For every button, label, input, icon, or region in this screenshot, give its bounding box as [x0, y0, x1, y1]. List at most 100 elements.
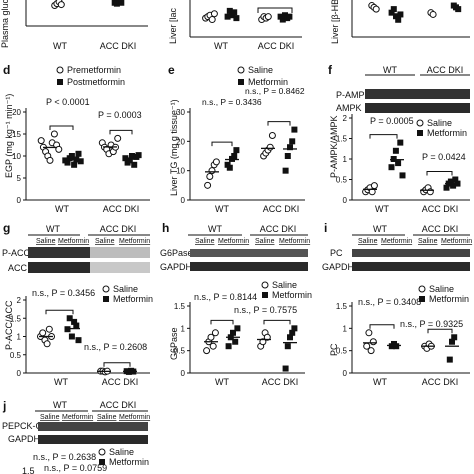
panel-f-letter: f	[328, 63, 333, 77]
panel-f-bracket-0	[369, 134, 398, 139]
panel-i-bracket-1	[427, 328, 453, 334]
panel-f-xlabel-dki: ACC DKI	[422, 204, 459, 214]
panel-e-saline-point	[266, 143, 274, 151]
panel-b-point	[286, 13, 293, 20]
legend-j-metformin-marker	[99, 459, 105, 465]
legend-h-saline-label: Saline	[272, 280, 297, 290]
panel-f-ytick-label-4: 2	[343, 114, 348, 123]
panel-b-point	[224, 13, 231, 20]
panel-d-bracket-1	[109, 129, 133, 135]
panel-d-postmetformin-point	[135, 152, 142, 159]
panel-e-ytick-label-2: 20	[176, 137, 185, 146]
panel-g-acc-band	[28, 262, 90, 273]
panel-j-letter: j	[2, 399, 6, 413]
panel-i-lane-saline-wt: Saline	[358, 238, 378, 245]
panel-b-bracket	[257, 7, 293, 13]
panel-g-acc-band-dki	[90, 262, 150, 273]
panel-g-lane-saline-dki: Saline	[95, 238, 115, 245]
panel-i-blot-pc: PC	[330, 248, 343, 258]
panel-a-points	[51, 0, 125, 9]
panel-g-bracket-0	[45, 309, 74, 315]
panel-h-blot-g6pase: G6Pase	[160, 248, 193, 258]
panel-i-xlabel-wt: WT	[373, 377, 387, 387]
panel-g-metformin-point	[71, 318, 78, 325]
panel-g-blot-pacc: P-ACC	[2, 248, 31, 258]
legend-e-saline-marker	[237, 66, 245, 74]
panel-d-letter: d	[3, 63, 10, 77]
legend-i-metformin-marker	[419, 296, 425, 302]
panel-b: Liver [lac WT ACC DKI	[168, 0, 302, 51]
legend-e-metformin-label: Metformin	[248, 77, 288, 87]
panel-g-letter: g	[3, 221, 10, 235]
panel-e-saline-point	[268, 131, 276, 139]
panel-b-xlabel-wt: WT	[214, 41, 228, 51]
panel-i-metformin-point	[449, 338, 455, 345]
panel-g-saline-point	[39, 329, 47, 337]
panel-d-xlabel-dki: ACC DKI	[103, 204, 140, 214]
panel-g-saline-point	[43, 340, 51, 348]
panel-i-gapdh-band	[352, 262, 470, 271]
panel-d-postmetformin-point	[77, 158, 84, 165]
panel-h-metformin-point	[291, 325, 298, 332]
panel-h-saline-point	[209, 342, 217, 350]
panel-h-letter: h	[162, 221, 169, 235]
panel-a-point	[118, 0, 125, 6]
panel-j-blot-dki: ACC DKI	[100, 400, 137, 410]
panel-i-pvalue-dki: n.s., P = 0.9325	[400, 319, 463, 329]
panel-f-pvalue-dki: P = 0.0424	[422, 152, 466, 162]
panel-i-saline-point	[365, 329, 373, 337]
panel-g-pvalue-wt: n.s., P = 0.3456	[32, 288, 95, 298]
legend-g-metformin-label: Metformin	[113, 294, 153, 304]
panel-d-ytick-label-2: 10	[12, 152, 21, 161]
legend-h-metformin-marker	[262, 292, 268, 298]
panel-e-bracket-0	[211, 141, 233, 147]
panel-e-ytick-label-1: 10	[176, 167, 185, 176]
legend-e-metformin-marker	[238, 79, 244, 85]
panel-f-bracket-1	[426, 171, 453, 176]
panel-h-metformin-point	[282, 365, 289, 372]
panel-g-lane-saline-wt: Saline	[36, 238, 56, 245]
panel-d-postmetformin-point	[64, 159, 71, 166]
panel-e-metformin-point	[291, 126, 298, 133]
panel-g-pacc-band	[28, 247, 90, 258]
panel-i-xlabel-dki: ACC DKI	[422, 377, 459, 387]
panel-i-lane-metformin-wt: Metformin	[381, 238, 412, 245]
panel-d-postmetformin-point	[71, 161, 78, 168]
panel-h-blot-dki: ACC DKI	[260, 224, 297, 234]
panel-f-blot-wt: WT	[383, 65, 397, 75]
panel-f-metformin-point	[452, 176, 459, 183]
panel-f-ytick-label-2: 1	[343, 155, 348, 164]
panel-h-ytick-label-1: 0.5	[174, 347, 186, 356]
panel-e-metformin-point	[282, 167, 289, 174]
panel-h-lane-metformin-wt: Metformin	[218, 238, 249, 245]
panel-i-ytick-label-0: 0	[343, 369, 348, 378]
panel-f-metformin-point	[399, 172, 406, 179]
panel-j-blot-gapdh: GAPDH	[8, 434, 40, 444]
panel-e-bracket-1	[267, 121, 291, 126]
panel-a-ylabel: Plasma gluc	[0, 0, 10, 48]
panel-e-xlabel-dki: ACC DKI	[263, 204, 300, 214]
panel-h-metformin-point	[287, 334, 293, 341]
panel-i-pvalue-wt: n.s., P = 0.3408	[358, 297, 421, 307]
panel-f-plot: 0 0.5 1 1.5 2	[336, 114, 470, 205]
panel-h-metformin-point	[289, 329, 296, 336]
panel-c-point	[397, 11, 404, 18]
panel-h-metformin-point	[284, 343, 291, 350]
panel-i-blot-gapdh: GAPDH	[322, 262, 354, 272]
legend-i-saline-label: Saline	[429, 284, 454, 294]
panel-d-pvalue-wt: P < 0.0001	[46, 97, 90, 107]
panel-h-saline-point	[259, 338, 267, 346]
panel-f-metformin-point	[395, 160, 402, 167]
panel-j-ytick: 1.5	[22, 466, 35, 474]
panel-g-plot: 0 0.5 1 1.5 2	[10, 296, 150, 378]
legend-i-saline-marker	[418, 285, 426, 293]
panel-a-point	[57, 1, 65, 9]
panel-f-metformin-point	[447, 178, 454, 185]
legend-f-metformin-label: Metformin	[427, 128, 467, 138]
legend-f-saline-marker	[416, 119, 424, 127]
panel-c-point	[393, 13, 399, 20]
panel-h-saline-point	[211, 329, 219, 337]
panel-j-gapdh-band	[38, 435, 148, 444]
panel-e-saline-point	[208, 167, 216, 175]
panel-g-xlabel-dki: ACC DKI	[102, 377, 139, 387]
